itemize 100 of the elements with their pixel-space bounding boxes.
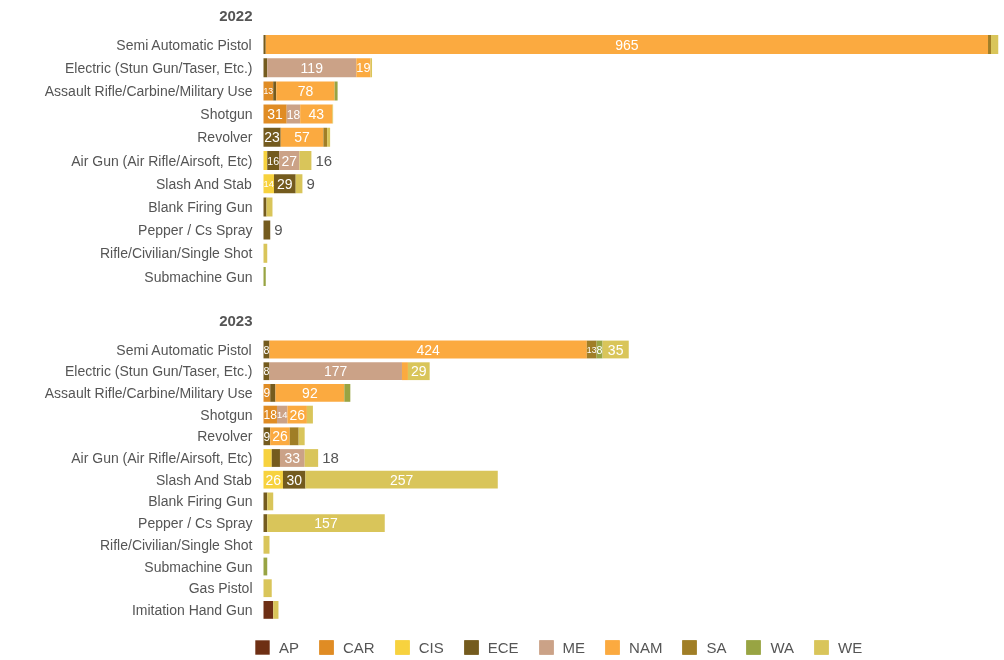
data-label: 29 [411, 363, 427, 380]
data-label: 92 [302, 384, 318, 401]
data-label: 27 [281, 152, 298, 169]
bar [266, 197, 273, 217]
bar [265, 34, 989, 55]
data-label: 257 [389, 471, 414, 488]
bar [304, 449, 319, 467]
y-tick-label: Assault Rifle/Carbine/Military Use [44, 82, 253, 99]
bar [334, 81, 338, 101]
data-label: 13 [263, 85, 274, 96]
y-tick-label: Rifle/Civilian/Single Shot [99, 536, 253, 553]
y-tick-label: Electric (Stun Gun/Taser, Etc.) [64, 363, 253, 380]
data-label: 33 [284, 450, 301, 466]
bar [401, 362, 408, 381]
data-label: 78 [297, 82, 314, 99]
y-tick-label: Shotgun [200, 406, 253, 423]
legend-label: CIS [418, 638, 444, 656]
legend-label: NAM [629, 638, 663, 656]
data-label: 157 [314, 515, 338, 532]
bar [267, 492, 274, 511]
data-label: 965 [615, 36, 639, 53]
legend-label: CAR [343, 638, 375, 656]
bar [270, 384, 276, 402]
data-label: 14 [263, 177, 274, 189]
data-label: 9 [263, 429, 271, 444]
bar [991, 34, 999, 55]
data-label: 8 [596, 343, 603, 356]
bar [269, 362, 402, 381]
data-label: 43 [308, 106, 325, 123]
bar [305, 470, 498, 489]
data-label: 26 [265, 471, 282, 488]
y-tick-label: Submachine Gun [144, 558, 253, 575]
y-tick-label: Submachine Gun [144, 268, 253, 285]
bar [271, 449, 280, 467]
data-label: 119 [300, 59, 324, 76]
y-tick-label: Blank Firing Gun [148, 493, 253, 510]
data-label: 18 [263, 408, 278, 423]
y-tick-label: Semi Automatic Pistol [116, 36, 252, 53]
data-label: 9 [263, 386, 271, 401]
y-tick-label: Gas Pistol [188, 580, 253, 597]
data-label: 424 [416, 341, 441, 358]
y-tick-label: Shotgun [200, 106, 253, 123]
legend-label: AP [279, 638, 300, 656]
bar [289, 427, 299, 446]
data-label: 14 [277, 408, 288, 420]
data-label: 13 [586, 344, 597, 355]
data-label: 18 [322, 449, 339, 466]
legend-label: WE [838, 638, 863, 656]
data-label: 177 [324, 363, 348, 380]
data-label: 29 [277, 175, 293, 192]
legend-label: SA [706, 638, 727, 656]
data-label: 9 [274, 221, 283, 239]
y-tick-label: Pepper / Cs Spray [138, 515, 253, 532]
data-label: 9 [306, 174, 315, 192]
data-label: 23 [264, 129, 281, 146]
bar [988, 34, 992, 55]
bar [263, 449, 272, 467]
legend-label: ME [562, 638, 586, 656]
bar [263, 579, 272, 598]
chart-title: 2023 [219, 311, 253, 329]
data-label: 26 [272, 428, 288, 445]
data-label: 16 [315, 151, 333, 169]
bar [267, 514, 385, 532]
y-tick-label: Revolver [197, 428, 253, 445]
data-label: 18 [286, 107, 301, 122]
bar [263, 601, 274, 619]
y-tick-label: Slash And Stab [155, 471, 252, 488]
y-tick-label: Blank Firing Gun [148, 198, 253, 215]
bar [269, 340, 587, 359]
bar [299, 150, 312, 171]
legend-label: ECE [487, 638, 519, 656]
bar [298, 427, 305, 446]
y-tick-label: Revolver [197, 129, 253, 146]
data-label: 8 [263, 365, 270, 378]
y-tick-label: Assault Rifle/Carbine/Military Use [44, 384, 253, 401]
y-tick-label: Rifle/Civilian/Single Shot [99, 245, 253, 262]
bar [275, 384, 345, 402]
data-label: 35 [607, 341, 624, 358]
data-label: 19 [356, 61, 371, 76]
data-label: 57 [294, 129, 311, 146]
data-label: 8 [263, 343, 270, 356]
bar [273, 81, 277, 101]
data-label: 31 [267, 106, 284, 123]
y-tick-label: Electric (Stun Gun/Taser, Etc.) [64, 59, 253, 76]
bar [273, 601, 279, 619]
bar [344, 384, 351, 402]
bar [327, 127, 331, 147]
y-tick-label: Slash And Stab [155, 175, 252, 192]
y-tick-label: Air Gun (Air Rifle/Airsoft, Etc) [71, 450, 253, 466]
bar [323, 127, 328, 147]
data-label: 26 [289, 406, 306, 423]
y-tick-label: Imitation Hand Gun [131, 601, 253, 618]
bar [276, 81, 335, 101]
bar [306, 405, 313, 424]
data-label: 16 [267, 154, 280, 167]
legend-label: WA [770, 638, 795, 656]
bar [267, 58, 357, 78]
y-tick-label: Semi Automatic Pistol [116, 341, 252, 358]
data-label: 30 [286, 471, 303, 488]
y-tick-label: Air Gun (Air Rifle/Airsoft, Etc) [71, 152, 253, 169]
